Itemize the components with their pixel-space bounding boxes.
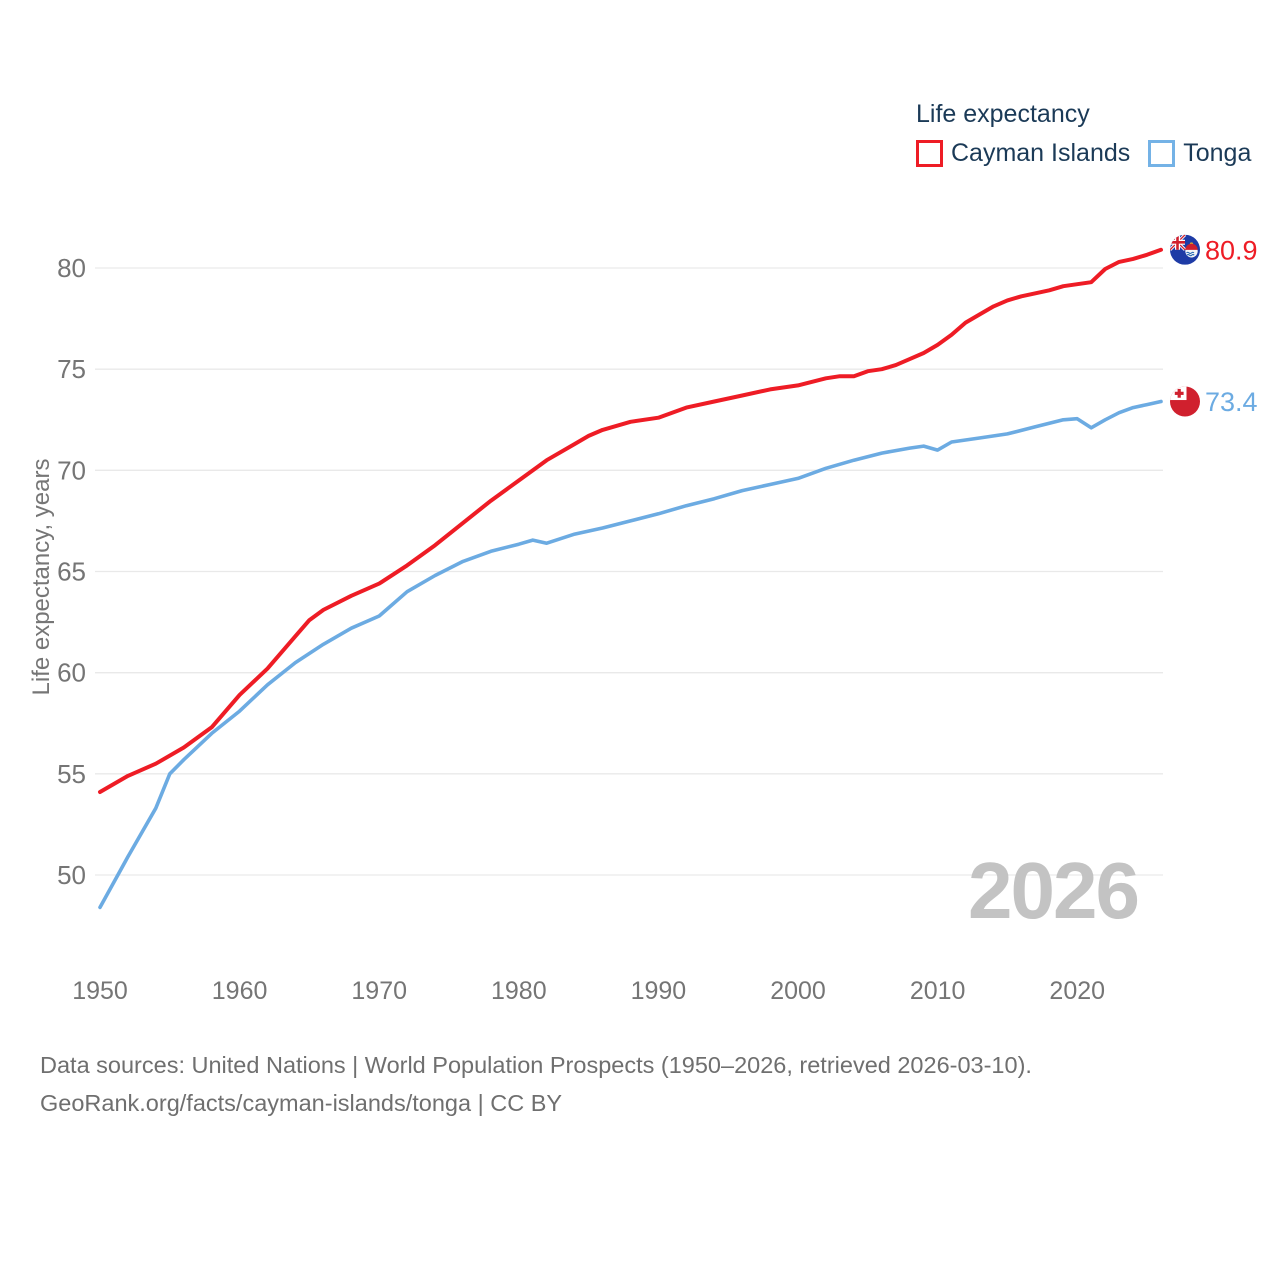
- legend-item-tonga: Tonga: [1148, 139, 1251, 168]
- y-axis-title: Life expectancy, years: [28, 458, 55, 696]
- end-value-label-tonga: 73.4: [1205, 387, 1258, 417]
- series-line-tonga: [98, 399, 1163, 910]
- series-line-cayman-islands: [98, 247, 1163, 794]
- y-tick-label: 75: [57, 354, 86, 384]
- x-tick-label: 1950: [72, 977, 128, 1005]
- x-tick-label: 1960: [212, 977, 268, 1005]
- footer-data-sources: Data sources: United Nations | World Pop…: [40, 1052, 1032, 1078]
- x-tick-label: 2000: [770, 977, 826, 1005]
- x-tick-label: 2020: [1049, 977, 1105, 1005]
- x-tick-label: 1990: [631, 977, 687, 1005]
- x-tick-label: 2010: [910, 977, 966, 1005]
- x-tick-label: 1980: [491, 977, 547, 1005]
- watermark-year: 2026: [968, 846, 1140, 935]
- y-tick-label: 70: [57, 455, 86, 485]
- legend-item-cayman-islands: Cayman Islands: [916, 139, 1130, 168]
- y-tick-label: 50: [57, 860, 86, 890]
- legend-items: Cayman Islands Tonga: [916, 139, 1251, 168]
- y-tick-label: 60: [57, 658, 86, 688]
- y-tick-label: 65: [57, 557, 86, 587]
- legend-title: Life expectancy: [916, 100, 1090, 128]
- legend-item-label: Cayman Islands: [951, 139, 1131, 167]
- y-tick-label: 80: [57, 253, 86, 283]
- legend-item-label: Tonga: [1183, 139, 1252, 167]
- tonga-swatch-icon: [1148, 140, 1176, 167]
- cayman-islands-swatch-icon: [916, 140, 943, 167]
- x-tick-label: 1970: [351, 977, 407, 1005]
- footer-attribution: GeoRank.org/facts/cayman-islands/tonga |…: [40, 1090, 563, 1116]
- footer: Data sources: United Nations | World Pop…: [40, 1046, 1032, 1122]
- legend: Life expectancy Cayman Islands Tonga: [916, 100, 1251, 168]
- cayman-islands-flag-icon: [1170, 234, 1200, 265]
- end-value-label-cayman-islands: 80.9: [1205, 235, 1258, 265]
- tonga-flag-icon: [1170, 386, 1200, 417]
- y-tick-label: 55: [57, 759, 86, 789]
